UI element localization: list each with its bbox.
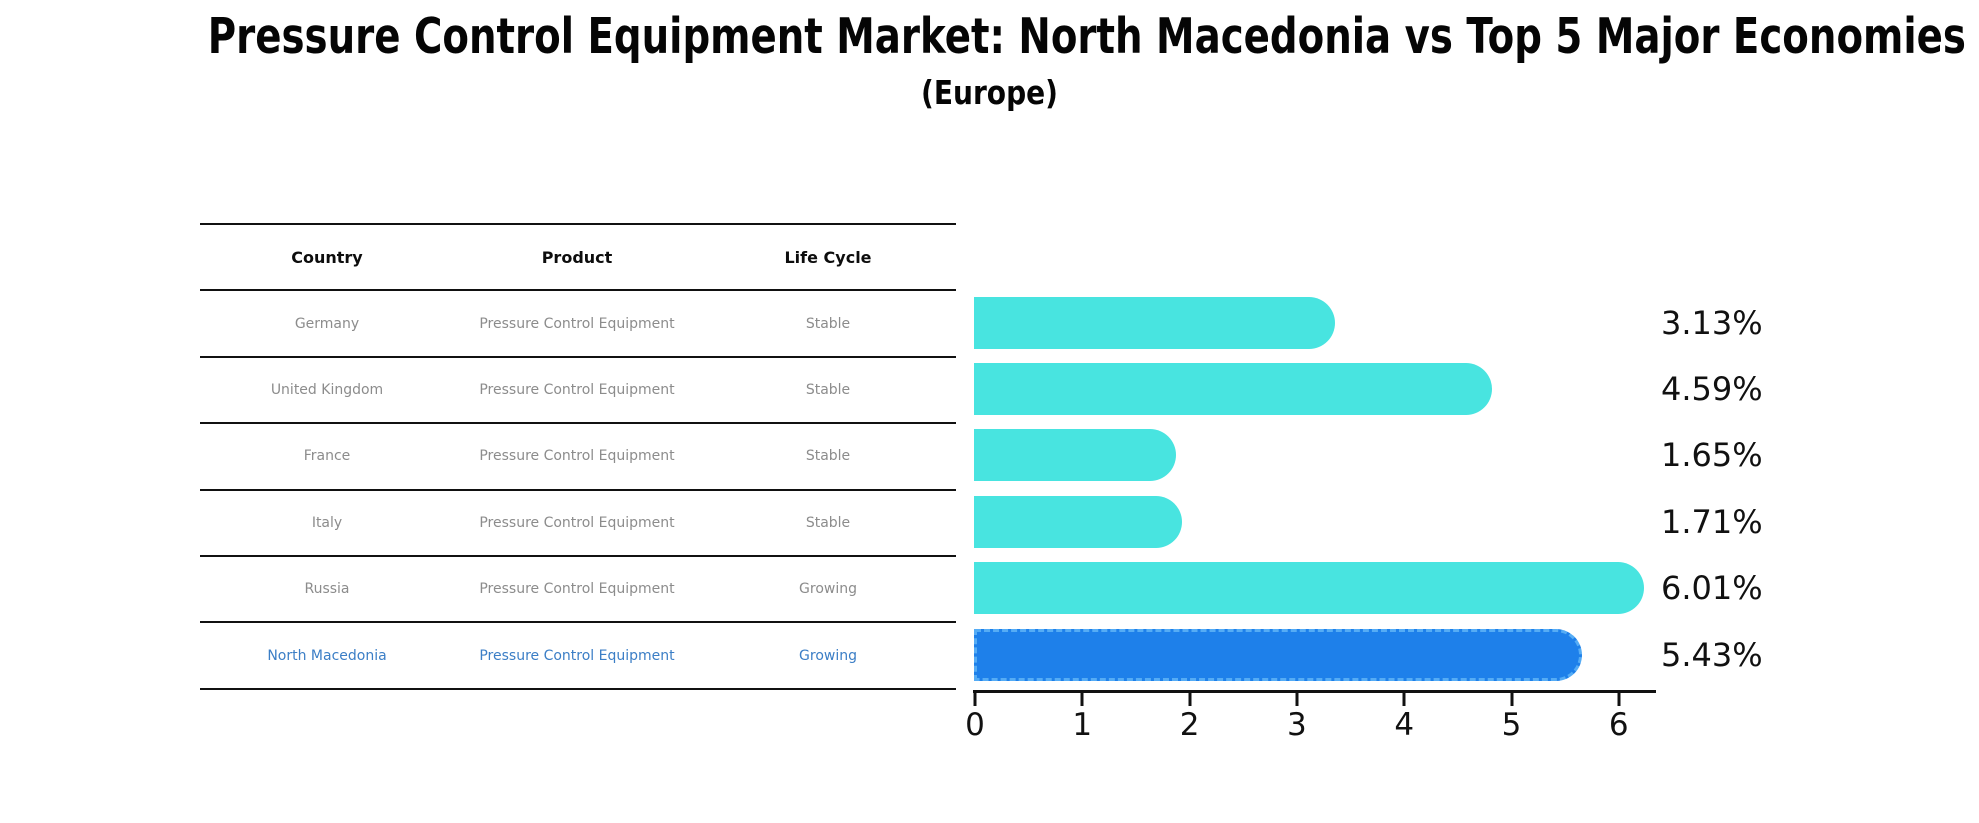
bar-united-kingdom	[974, 362, 1492, 415]
table-cell-life-cycle: Stable	[805, 315, 851, 332]
x-axis-tick-mark	[1295, 691, 1299, 706]
table-row-italy: Italy Pressure Control Equipment Stable	[200, 491, 956, 557]
value-label-france: 1.65%	[1661, 436, 1763, 475]
x-axis-tick-mark	[1402, 691, 1406, 706]
table-cell-life-cycle: Stable	[805, 381, 851, 398]
table-row-north-macedonia: North Macedonia Pressure Control Equipme…	[200, 623, 956, 690]
value-label-italy: 1.71%	[1661, 502, 1763, 541]
table-cell-life-cycle: Growing	[799, 647, 857, 664]
value-label-north-macedonia: 5.43%	[1661, 635, 1763, 674]
table-cell-life-cycle: Growing	[799, 581, 857, 598]
table-cell-country: France	[303, 448, 351, 465]
table-cell-product: Pressure Control Equipment	[479, 448, 675, 465]
table-row-france: France Pressure Control Equipment Stable	[200, 424, 956, 491]
table-cell-life-cycle: Stable	[805, 448, 851, 465]
table-cell-product: Pressure Control Equipment	[479, 381, 675, 398]
bar-italy	[974, 495, 1183, 548]
country-table: Country Product Life Cycle Germany Press…	[200, 223, 956, 690]
table-header-product: Product	[541, 247, 613, 267]
x-axis-tick-mark	[1188, 691, 1192, 706]
x-axis-tick-label: 2	[1179, 707, 1200, 743]
x-axis-tick-mark	[973, 691, 977, 706]
x-axis-tick-mark	[1080, 691, 1084, 706]
table-cell-country: Russia	[304, 581, 350, 598]
table-cell-country: Italy	[311, 514, 343, 531]
x-axis-tick-label: 3	[1287, 707, 1307, 743]
table-cell-product: Pressure Control Equipment	[479, 315, 675, 332]
x-axis-tick-label: 4	[1394, 707, 1415, 743]
x-axis-line	[973, 690, 1656, 693]
table-header-life-cycle: Life Cycle	[784, 247, 872, 267]
table-row-united-kingdom: United Kingdom Pressure Control Equipmen…	[200, 358, 956, 425]
x-axis-tick-label: 6	[1608, 707, 1629, 743]
table-cell-life-cycle: Stable	[805, 514, 851, 531]
table-header-row: Country Product Life Cycle	[200, 225, 956, 292]
table-cell-product: Pressure Control Equipment	[479, 647, 675, 664]
table-row-russia: Russia Pressure Control Equipment Growin…	[200, 557, 956, 624]
x-axis-tick-mark	[1510, 691, 1513, 706]
value-label-russia: 6.01%	[1661, 569, 1763, 608]
bar-north-macedonia	[974, 628, 1582, 681]
table-header-country: Country	[291, 247, 363, 267]
x-axis-tick-label: 1	[1072, 707, 1093, 743]
table-cell-country: North Macedonia	[267, 647, 387, 664]
table-cell-country: United Kingdom	[270, 381, 384, 398]
x-axis-tick-mark	[1617, 691, 1621, 706]
bar-russia	[974, 562, 1644, 615]
bar-germany	[974, 296, 1335, 349]
x-axis-tick-label: 5	[1501, 707, 1522, 743]
table-cell-country: Germany	[294, 315, 360, 332]
chart-title: Pressure Control Equipment Market: North…	[207, 8, 1979, 65]
table-cell-product: Pressure Control Equipment	[479, 514, 675, 531]
value-label-united-kingdom: 4.59%	[1661, 369, 1763, 408]
table-cell-product: Pressure Control Equipment	[479, 581, 675, 598]
value-label-germany: 3.13%	[1661, 303, 1763, 342]
chart-subtitle: (Europe)	[921, 73, 1058, 112]
bar-france	[974, 429, 1177, 482]
x-axis-tick-label: 0	[965, 707, 985, 743]
table-row-germany: Germany Pressure Control Equipment Stabl…	[200, 291, 956, 358]
